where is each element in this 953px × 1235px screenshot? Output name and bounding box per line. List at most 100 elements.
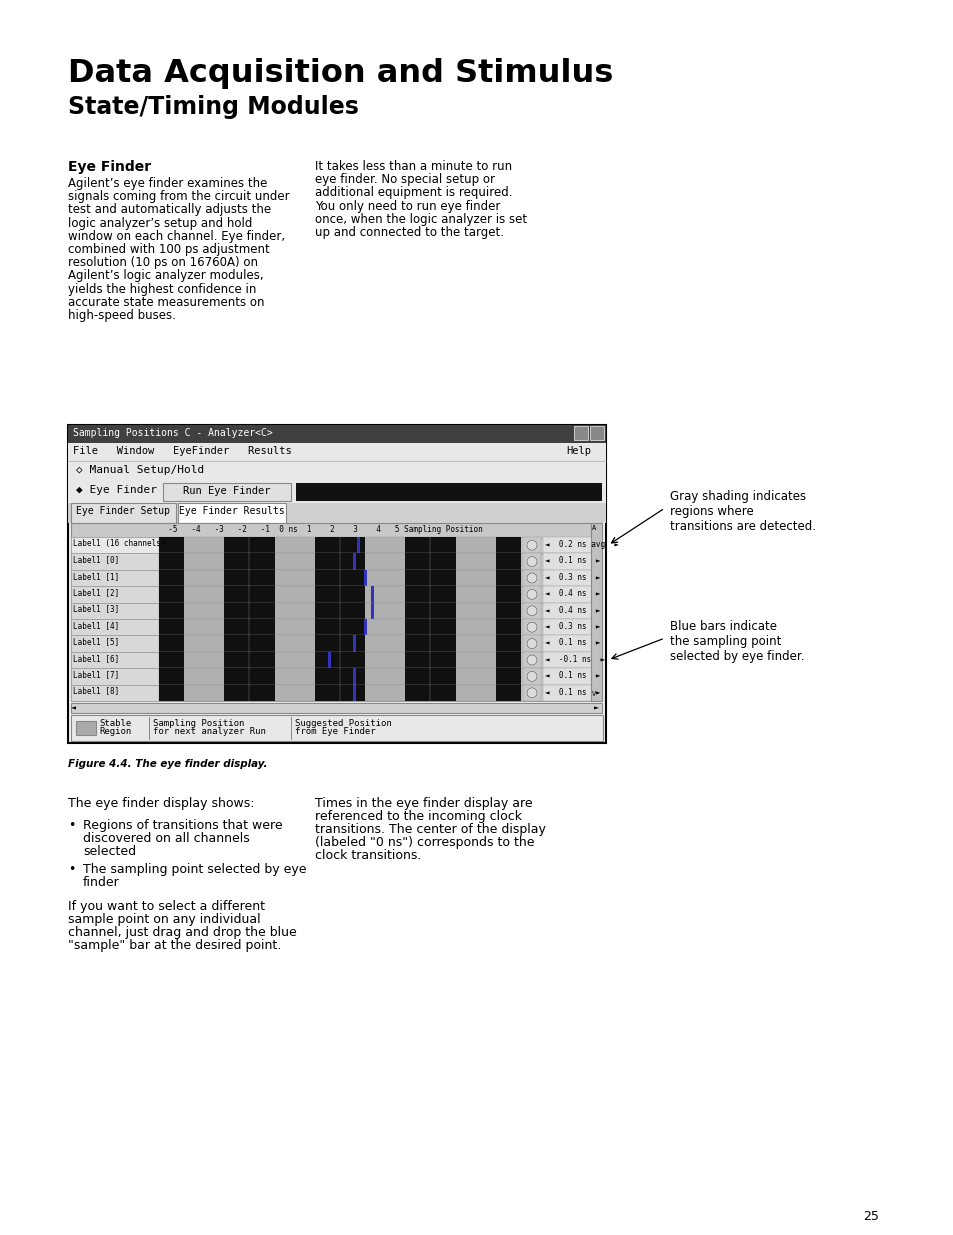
Bar — [590, 522, 601, 701]
Bar — [327, 652, 331, 668]
Text: Label1 [3]: Label1 [3] — [73, 605, 119, 614]
Text: finder: finder — [83, 876, 120, 889]
Text: high-speed buses.: high-speed buses. — [68, 309, 175, 322]
Text: sample point on any individual: sample point on any individual — [68, 913, 260, 926]
Text: -5   -4   -3   -2   -1  0 ns  1    2    3    4   5 Sampling Position: -5 -4 -3 -2 -1 0 ns 1 2 3 4 5 Sampling P… — [159, 525, 482, 534]
Bar — [250, 587, 274, 603]
Bar — [371, 603, 374, 619]
Bar — [405, 635, 430, 652]
Bar — [339, 684, 365, 701]
Bar — [159, 619, 520, 635]
Bar — [339, 668, 365, 684]
Text: (labeled "0 ns") corresponds to the: (labeled "0 ns") corresponds to the — [314, 836, 534, 848]
Text: A: A — [592, 525, 596, 531]
Bar — [522, 587, 540, 603]
Bar — [496, 537, 520, 553]
Bar — [314, 668, 339, 684]
Bar — [68, 425, 605, 743]
Bar — [71, 668, 159, 684]
Bar — [250, 684, 274, 701]
Text: File   Window   EyeFinder   Results: File Window EyeFinder Results — [73, 446, 292, 456]
Bar — [496, 569, 520, 587]
Bar — [496, 553, 520, 569]
Bar — [159, 553, 520, 569]
Text: Gray shading indicates
regions where
transitions are detected.: Gray shading indicates regions where tra… — [669, 490, 815, 534]
Text: State/Timing Modules: State/Timing Modules — [68, 95, 358, 119]
Bar — [71, 569, 590, 587]
Text: Eye Finder: Eye Finder — [68, 161, 151, 174]
Bar — [224, 537, 250, 553]
Circle shape — [526, 540, 537, 551]
Bar — [224, 553, 250, 569]
Text: ◄  0.2 ns avg  ►: ◄ 0.2 ns avg ► — [544, 540, 618, 550]
Bar — [405, 619, 430, 635]
Bar — [71, 503, 175, 522]
Bar — [589, 426, 603, 440]
Text: It takes less than a minute to run: It takes less than a minute to run — [314, 161, 512, 173]
Bar — [71, 715, 602, 741]
Text: Sampling Positions C - Analyzer<C>: Sampling Positions C - Analyzer<C> — [73, 429, 273, 438]
Bar — [522, 668, 540, 684]
Text: yields the highest confidence in: yields the highest confidence in — [68, 283, 256, 295]
Bar — [430, 652, 456, 668]
Bar — [339, 537, 365, 553]
Text: ◇ Manual Setup/Hold: ◇ Manual Setup/Hold — [76, 466, 204, 475]
Bar — [159, 587, 184, 603]
Text: 25: 25 — [862, 1210, 878, 1223]
Text: eye finder. No special setup or: eye finder. No special setup or — [314, 173, 495, 186]
Text: If you want to select a different: If you want to select a different — [68, 900, 265, 913]
Text: Agilent’s logic analyzer modules,: Agilent’s logic analyzer modules, — [68, 269, 263, 283]
Bar — [339, 619, 365, 635]
Bar — [159, 619, 184, 635]
Text: Label1 [1]: Label1 [1] — [73, 572, 119, 580]
Text: logic analyzer’s setup and hold: logic analyzer’s setup and hold — [68, 216, 253, 230]
Bar — [405, 684, 430, 701]
Text: test and automatically adjusts the: test and automatically adjusts the — [68, 204, 271, 216]
Text: Label1 (16 channels): Label1 (16 channels) — [73, 538, 165, 548]
Text: from Eye Finder: from Eye Finder — [294, 727, 375, 736]
Bar — [68, 461, 605, 480]
Bar — [71, 652, 159, 668]
Text: The sampling point selected by eye: The sampling point selected by eye — [83, 863, 306, 876]
Bar — [356, 537, 359, 553]
Bar — [250, 537, 274, 553]
Text: Blue bars indicate
the sampling point
selected by eye finder.: Blue bars indicate the sampling point se… — [669, 620, 803, 663]
Bar — [542, 652, 593, 668]
Bar — [405, 587, 430, 603]
Text: window on each channel. Eye finder,: window on each channel. Eye finder, — [68, 230, 285, 243]
Bar — [542, 587, 593, 603]
Text: V: V — [592, 692, 596, 697]
Bar — [224, 668, 250, 684]
Bar — [159, 635, 184, 652]
Bar — [159, 603, 184, 619]
Bar — [159, 668, 184, 684]
Bar — [496, 652, 520, 668]
Text: ◄  0.1 ns  ►: ◄ 0.1 ns ► — [544, 638, 599, 647]
Bar — [522, 684, 540, 701]
Circle shape — [526, 672, 537, 682]
Bar — [314, 619, 339, 635]
Bar — [522, 553, 540, 569]
Text: Label1 [0]: Label1 [0] — [73, 556, 119, 564]
Bar — [542, 603, 593, 619]
Bar — [250, 569, 274, 587]
Bar — [159, 537, 520, 553]
Text: ◄  -0.1 ns  ►: ◄ -0.1 ns ► — [544, 655, 604, 663]
Bar — [314, 587, 339, 603]
Bar — [522, 569, 540, 587]
Bar — [250, 603, 274, 619]
Bar — [224, 652, 250, 668]
Bar — [522, 652, 540, 668]
Bar — [522, 603, 540, 619]
Bar — [430, 684, 456, 701]
Bar — [159, 569, 184, 587]
Circle shape — [526, 638, 537, 648]
Bar — [250, 619, 274, 635]
Bar — [71, 537, 590, 553]
Bar — [353, 635, 355, 652]
Bar — [430, 537, 456, 553]
Bar — [250, 553, 274, 569]
Bar — [314, 603, 339, 619]
Bar — [339, 603, 365, 619]
Bar — [353, 668, 355, 684]
